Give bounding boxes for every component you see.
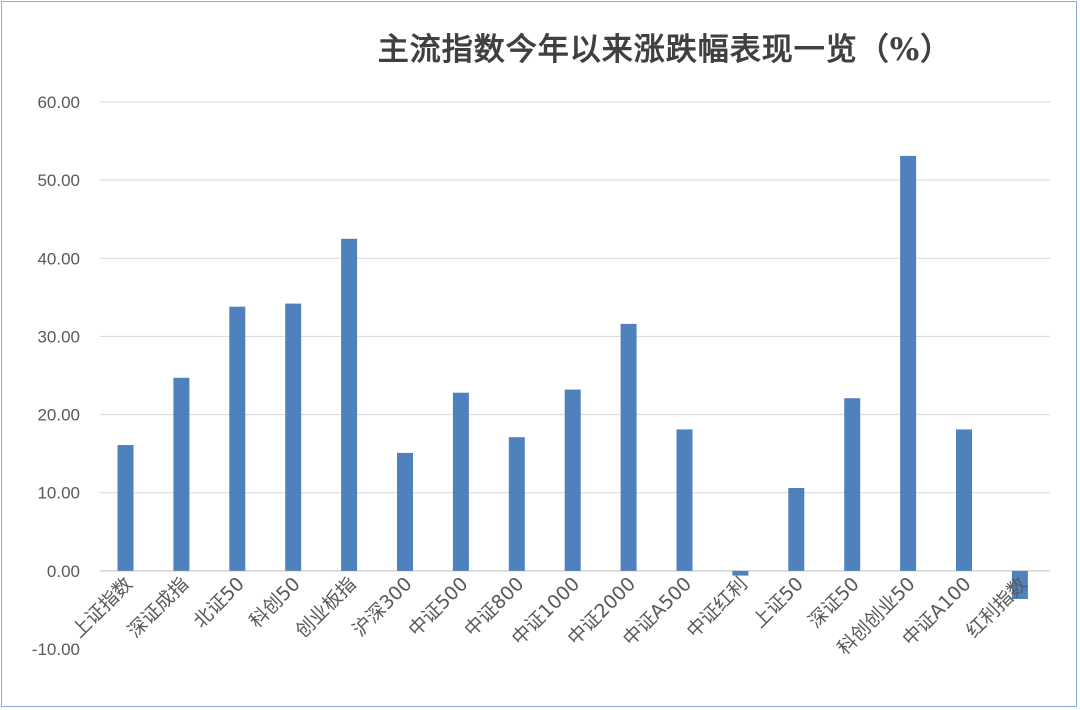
bar <box>1011 570 1028 599</box>
bar <box>452 392 469 571</box>
x-tick-label: 深证成指 <box>124 573 193 642</box>
bar <box>229 306 246 571</box>
x-tick-label: 沪深300 <box>348 573 416 641</box>
y-tick-label: 10.00 <box>37 484 80 503</box>
y-tick-label: 60.00 <box>37 93 80 112</box>
bar <box>844 398 861 571</box>
y-axis-ticks: 60.00 50.00 40.00 30.00 20.00 10.00 0.00 -10.00 <box>32 93 80 659</box>
bar <box>956 429 972 571</box>
bar <box>676 429 693 571</box>
bar <box>341 238 358 571</box>
bar <box>397 452 413 571</box>
chart-title: 主流指数今年以来涨跌幅表现一览（%） <box>377 32 953 68</box>
y-tick-label: 30.00 <box>37 327 80 346</box>
x-tick-label: 中证500 <box>404 573 472 641</box>
x-tick-label: 上证50 <box>748 573 808 633</box>
bar <box>173 377 190 571</box>
x-tick-label: 中证红利 <box>683 573 752 642</box>
y-tick-label: 50.00 <box>37 171 80 190</box>
bar <box>117 445 134 571</box>
bar <box>564 389 581 571</box>
y-tick-label: 0.00 <box>47 562 80 581</box>
x-axis-labels: 上证指数深证成指北证50科创50创业板指沪深300中证500中证800中证100… <box>68 573 1032 659</box>
bars <box>117 155 1028 599</box>
x-tick-label: 红利指数 <box>962 573 1031 642</box>
y-tick-label: 40.00 <box>37 249 80 268</box>
bar <box>732 570 749 576</box>
y-tick-label: 20.00 <box>37 406 80 425</box>
y-tick-label: -10.00 <box>32 640 80 659</box>
bar <box>788 488 805 571</box>
bar <box>900 155 917 571</box>
bar <box>508 437 525 571</box>
x-tick-label: 北证50 <box>189 573 249 633</box>
x-tick-label: 上证指数 <box>68 573 137 642</box>
bar <box>285 303 302 571</box>
bar <box>620 323 637 571</box>
x-tick-label: 创业板指 <box>291 573 360 642</box>
